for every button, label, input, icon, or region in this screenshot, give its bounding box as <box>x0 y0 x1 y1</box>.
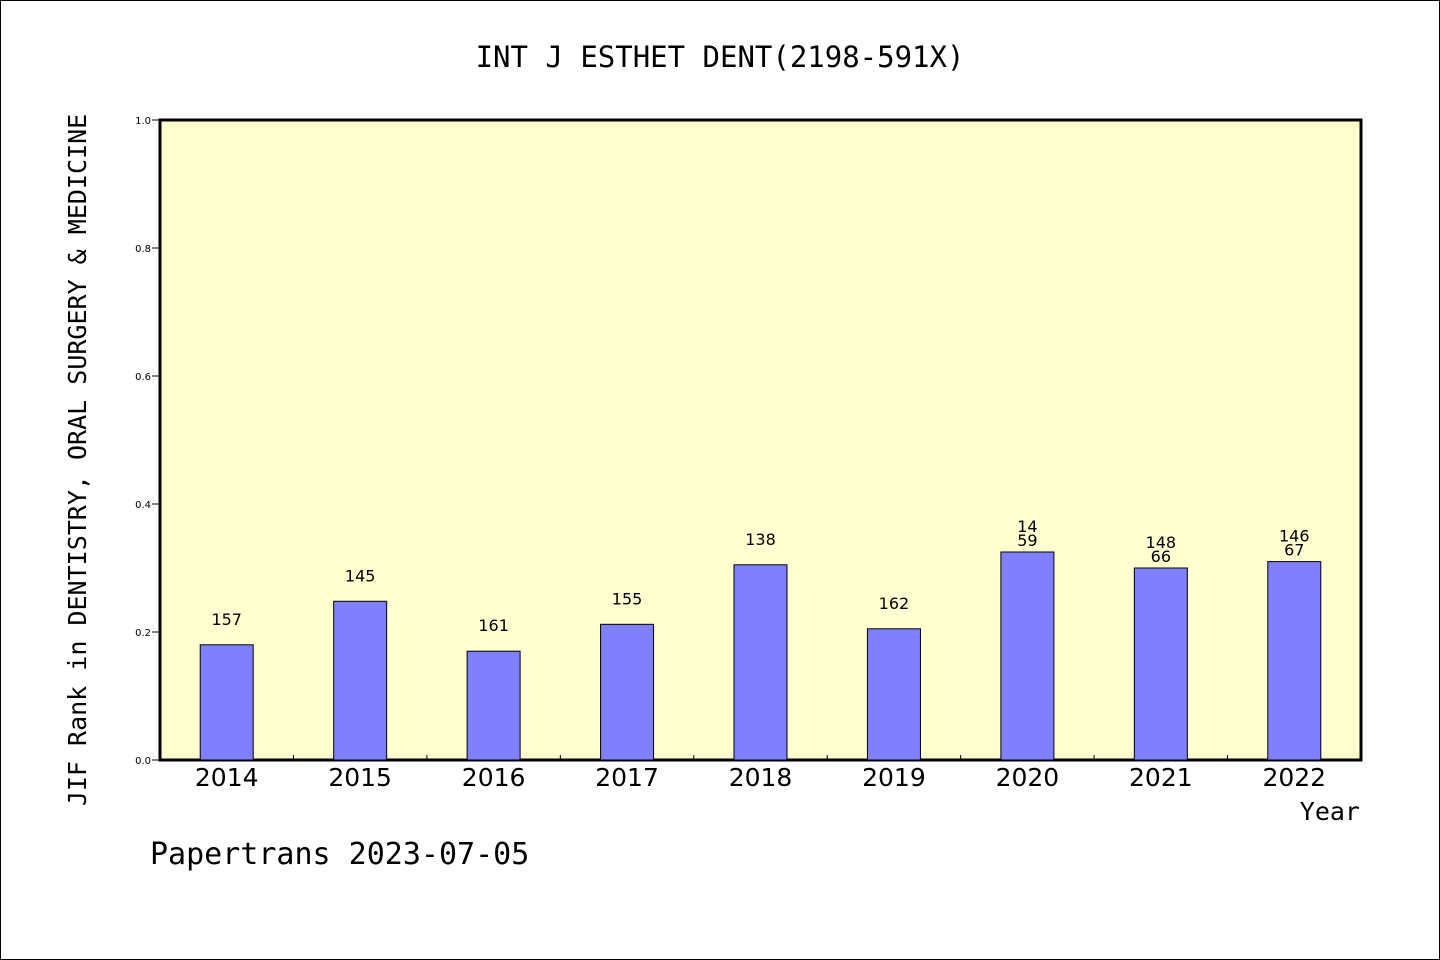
bar-2017 <box>600 623 655 761</box>
x-tick-label: 2022 <box>1262 763 1326 792</box>
bar-label-2015: 145 <box>345 566 376 585</box>
y-tick-label: 0.0 <box>135 756 151 767</box>
bar-2016 <box>466 650 521 761</box>
bar-2021 <box>1133 567 1188 761</box>
y-axis-label: JIF Rank in DENTISTRY, ORAL SURGERY & ME… <box>63 114 92 806</box>
y-axis-ticks: 0.0 0.2 0.4 0.6 0.8 1.0 <box>135 116 160 767</box>
y-tick-label: 0.2 <box>135 628 151 639</box>
bar-label-2017: 155 <box>612 589 643 608</box>
y-tick-label: 0.6 <box>135 372 151 383</box>
bar-2018 <box>733 564 788 761</box>
x-axis-label: Year <box>1300 797 1360 826</box>
x-axis-ticks <box>292 755 1229 760</box>
bar-label-2022: 146 <box>1279 527 1310 546</box>
x-tick-labels: 2014 2015 2016 2017 2018 2019 2020 2021 2022 <box>195 763 1326 792</box>
bar-label-2016: 161 <box>478 616 509 635</box>
x-tick-label: 2018 <box>729 763 793 792</box>
y-tick-label: 1.0 <box>135 116 151 127</box>
bar-label-2014: 157 <box>211 610 242 629</box>
bar-label-2022: 67 <box>1284 541 1304 560</box>
y-tick-label: 0.8 <box>135 244 151 255</box>
bar-2015 <box>333 600 388 761</box>
x-tick-label: 2016 <box>462 763 526 792</box>
bar-label-2021: 66 <box>1151 547 1171 566</box>
x-tick-label: 2017 <box>595 763 659 792</box>
x-tick-label: 2020 <box>996 763 1060 792</box>
bar-label-2018: 138 <box>745 530 776 549</box>
bars <box>199 551 1322 761</box>
x-tick-label: 2019 <box>862 763 926 792</box>
footer-stamp: Papertrans 2023-07-05 <box>150 837 529 872</box>
x-tick-label: 2021 <box>1129 763 1193 792</box>
bar-label-2021: 148 <box>1146 533 1177 552</box>
x-tick-label: 2015 <box>328 763 392 792</box>
y-tick-label: 0.4 <box>135 500 151 511</box>
bar-label-2020: 59 <box>1017 531 1037 550</box>
bar-label-2020: 14 <box>1017 517 1037 536</box>
bar-2019 <box>866 628 921 761</box>
bar-2022 <box>1267 561 1322 761</box>
chart-title: INT J ESTHET DENT(2198-591X) <box>476 40 965 74</box>
bar-2020 <box>1000 551 1055 761</box>
x-tick-label: 2014 <box>195 763 259 792</box>
bar-2014 <box>199 644 254 761</box>
bar-label-2019: 162 <box>879 594 910 613</box>
